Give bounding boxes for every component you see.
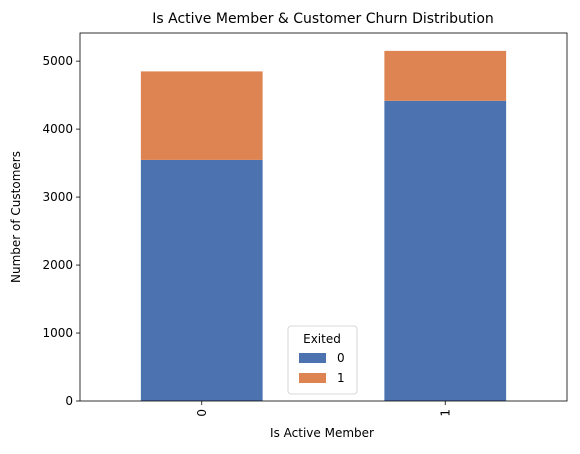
legend-swatch-0: [299, 353, 326, 363]
y-axis: 0 1000 2000 3000 4000 5000: [42, 54, 80, 408]
x-axis-label: Is Active Member: [270, 426, 374, 440]
x-tick-label: 0: [195, 409, 209, 417]
x-tick-label: 1: [438, 409, 452, 417]
legend-label-0: 0: [337, 351, 345, 365]
bar-active-0-exited-1: [140, 71, 263, 160]
plot-frame: [79, 32, 568, 402]
bar-active-1-exited-1: [384, 50, 507, 101]
bar-active-1-exited-0: [384, 100, 507, 401]
legend-items: 01: [299, 351, 345, 385]
bars-group: [140, 50, 507, 401]
y-tick-label: 0: [65, 394, 73, 408]
legend: Exited 01: [287, 325, 358, 395]
legend-title: Exited: [303, 332, 341, 346]
y-tick-label: 2000: [42, 258, 73, 272]
y-tick-label: 4000: [42, 122, 73, 136]
y-axis-label: Number of Customers: [9, 151, 23, 283]
y-tick-label: 3000: [42, 190, 73, 204]
legend-label-1: 1: [337, 371, 345, 385]
y-tick-label: 1000: [42, 326, 73, 340]
chart-title: Is Active Member & Customer Churn Distri…: [152, 11, 494, 27]
legend-swatch-1: [299, 373, 326, 383]
bar-active-0-exited-0: [140, 159, 263, 401]
y-tick-label: 5000: [42, 54, 73, 68]
